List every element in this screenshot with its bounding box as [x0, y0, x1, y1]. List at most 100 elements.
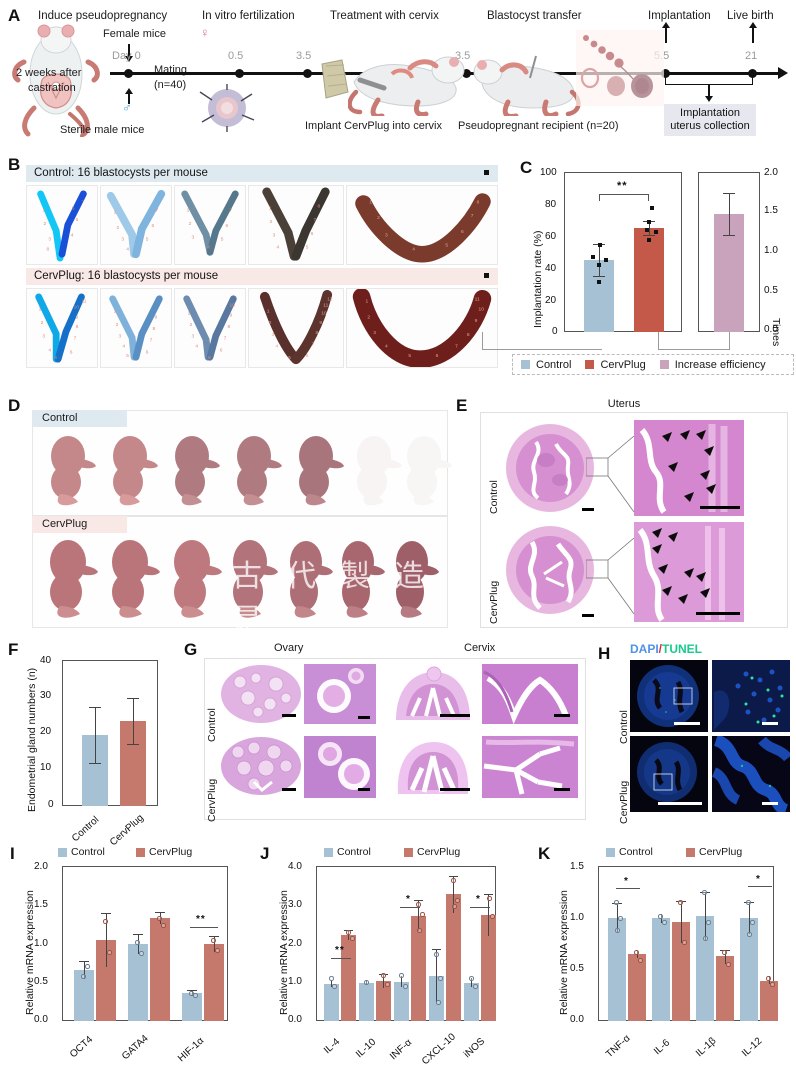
e-histology-control-highmag[interactable]	[634, 420, 744, 516]
pup-cervplug-2[interactable]	[104, 536, 164, 620]
c-ytick-60: 60	[545, 231, 557, 242]
h-tunel-cervplug-lowmag[interactable]	[630, 736, 708, 812]
k-bar-tnfa-control[interactable]	[608, 918, 626, 1021]
svg-text:7: 7	[81, 200, 84, 206]
uterus-image-control-3[interactable]: 1 2 3 4 5 6 7	[174, 185, 246, 265]
j-bar-il4-cervplug[interactable]	[341, 935, 356, 1021]
j-bar-cxcl10-cervplug[interactable]	[446, 894, 461, 1021]
i-legend-label-cervplug: CervPlug	[149, 846, 193, 858]
g-ovary-cervplug-highmag[interactable]	[304, 736, 376, 798]
g-cervix-cervplug-highmag[interactable]	[482, 736, 578, 798]
j-significance-inos: *	[476, 894, 481, 905]
j-sig-line-infa	[400, 907, 420, 909]
i-bar-oct4-cervplug[interactable]	[96, 940, 116, 1021]
k-bar-il1b-cervplug[interactable]	[716, 956, 734, 1021]
g-ovary-control-highmag[interactable]	[304, 664, 376, 724]
h-tunel-cervplug-highmag[interactable]	[712, 736, 790, 812]
pup-control-6-absent[interactable]	[348, 432, 408, 508]
uterus-image-cervplug-4[interactable]: 1 2 3 4 5 6 7 8 9 10 11 12	[248, 288, 344, 368]
j-errcap-inos-cervplug	[484, 894, 493, 896]
j-bar-il10-cervplug[interactable]	[376, 981, 391, 1021]
c-bar-cervplug[interactable]	[634, 228, 664, 332]
i-point	[135, 940, 140, 945]
k-err-tnfa-cervplug	[636, 951, 638, 958]
i-bar-oct4-control[interactable]	[74, 970, 94, 1021]
i-bar-hif1a-control[interactable]	[182, 993, 202, 1021]
pup-control-3[interactable]	[166, 432, 226, 508]
g-rowlabel-cervplug: CervPlug	[206, 778, 218, 822]
e-histology-cervplug-highmag[interactable]	[634, 522, 744, 622]
j-bar-inos-cervplug[interactable]	[481, 915, 496, 1021]
label-day0: Day 0	[112, 50, 141, 62]
j-err-inos-control	[471, 978, 473, 987]
h-tunel-control-lowmag[interactable]	[630, 660, 708, 732]
svg-text:6: 6	[226, 223, 229, 229]
g-cervix-control-lowmag[interactable]	[390, 664, 476, 724]
pup-control-7-absent[interactable]	[398, 432, 458, 508]
panel-k-letter: K	[538, 844, 551, 863]
panel-c-implantation-rate: C Implantation rate (%) Times 100 80 60 …	[482, 158, 796, 390]
svg-text:3: 3	[119, 334, 122, 340]
e-histology-control-lowmag[interactable]	[500, 420, 600, 516]
g-ovary-control-lowmag[interactable]	[220, 664, 302, 724]
j-significance-il4: **	[335, 945, 345, 956]
pup-control-2[interactable]	[104, 432, 164, 508]
j-bar-inos-control[interactable]	[464, 983, 479, 1021]
pup-cervplug-6[interactable]	[334, 536, 390, 620]
oocyte-fertilization-icon	[199, 84, 255, 132]
k-bar-il6-cervplug[interactable]	[672, 922, 690, 1021]
uterus-image-cervplug-1[interactable]: 1 2 3 4 5 6 7 8 9 10 11	[26, 288, 98, 368]
pup-cervplug-1[interactable]	[42, 536, 102, 620]
j-err-il10-cervplug	[383, 974, 385, 988]
pup-cervplug-7[interactable]	[388, 536, 444, 620]
i-bar-gata4-control[interactable]	[128, 944, 148, 1021]
uterus-image-cervplug-5[interactable]: 1 2 3 4 5 6 7 8 9 10 11	[346, 288, 498, 368]
i-bar-gata4-cervplug[interactable]	[150, 918, 170, 1021]
pup-cervplug-3[interactable]	[166, 536, 226, 620]
e-histology-cervplug-lowmag[interactable]	[500, 522, 600, 622]
e-outer-frame	[480, 412, 788, 628]
k-bar-il12-control[interactable]	[740, 918, 758, 1021]
uterus-image-control-5[interactable]: 1 2 3 4 5 6 7 8	[346, 185, 498, 265]
panel-i-mrna-expression: I Control CervPlug Relative mRNA express…	[0, 840, 258, 1064]
k-sig-line-il12	[748, 886, 772, 888]
pup-control-1[interactable]	[42, 432, 102, 508]
label-castration: castration	[28, 82, 76, 94]
j-bar-infa-control[interactable]	[394, 982, 409, 1021]
k-bar-il12-cervplug[interactable]	[760, 981, 778, 1021]
j-bar-infa-cervplug[interactable]	[411, 916, 426, 1021]
j-bar-il10-control[interactable]	[359, 983, 374, 1021]
k-ytick-1-5: 1.5	[570, 861, 584, 872]
j-ytick-3: 3.0	[288, 899, 302, 910]
i-xlabel-gata4: GATA4	[120, 1033, 151, 1063]
k-bar-il1b-control[interactable]	[696, 916, 714, 1021]
pup-cervplug-4[interactable]	[226, 536, 282, 620]
label-implant-cervplug: Implant CervPlug into cervix	[305, 120, 442, 132]
k-bar-il6-control[interactable]	[652, 918, 670, 1021]
panel-k-ylabel: Relative mRNA expression	[558, 890, 570, 1015]
svg-text:8: 8	[477, 200, 480, 206]
k-bar-tnfa-cervplug[interactable]	[628, 954, 646, 1021]
k-point	[703, 936, 708, 941]
label-mating-n: (n=40)	[154, 79, 187, 91]
g-rowlabel-control: Control	[206, 708, 218, 742]
svg-text:1: 1	[365, 299, 368, 305]
i-point	[85, 964, 90, 969]
pup-cervplug-5[interactable]	[282, 536, 338, 620]
j-bar-il4-control[interactable]	[324, 984, 339, 1021]
c-r-ytick-2: 2.0	[764, 167, 778, 178]
g-cervix-cervplug-lowmag[interactable]	[390, 736, 476, 798]
svg-text:4: 4	[122, 343, 125, 349]
band-d-cervplug: CervPlug	[32, 516, 127, 533]
h-tunel-control-highmag[interactable]	[712, 660, 790, 732]
g-ovary-cervplug-lowmag[interactable]	[220, 736, 302, 798]
i-bar-hif1a-cervplug[interactable]	[204, 944, 224, 1021]
pup-control-5[interactable]	[290, 432, 350, 508]
panel-k-legend-cervplug: CervPlug	[686, 846, 742, 858]
pup-control-4[interactable]	[228, 432, 288, 508]
uterus-image-cervplug-3[interactable]: 1 2 3 4 5 6 7 8 9 10	[174, 288, 246, 368]
